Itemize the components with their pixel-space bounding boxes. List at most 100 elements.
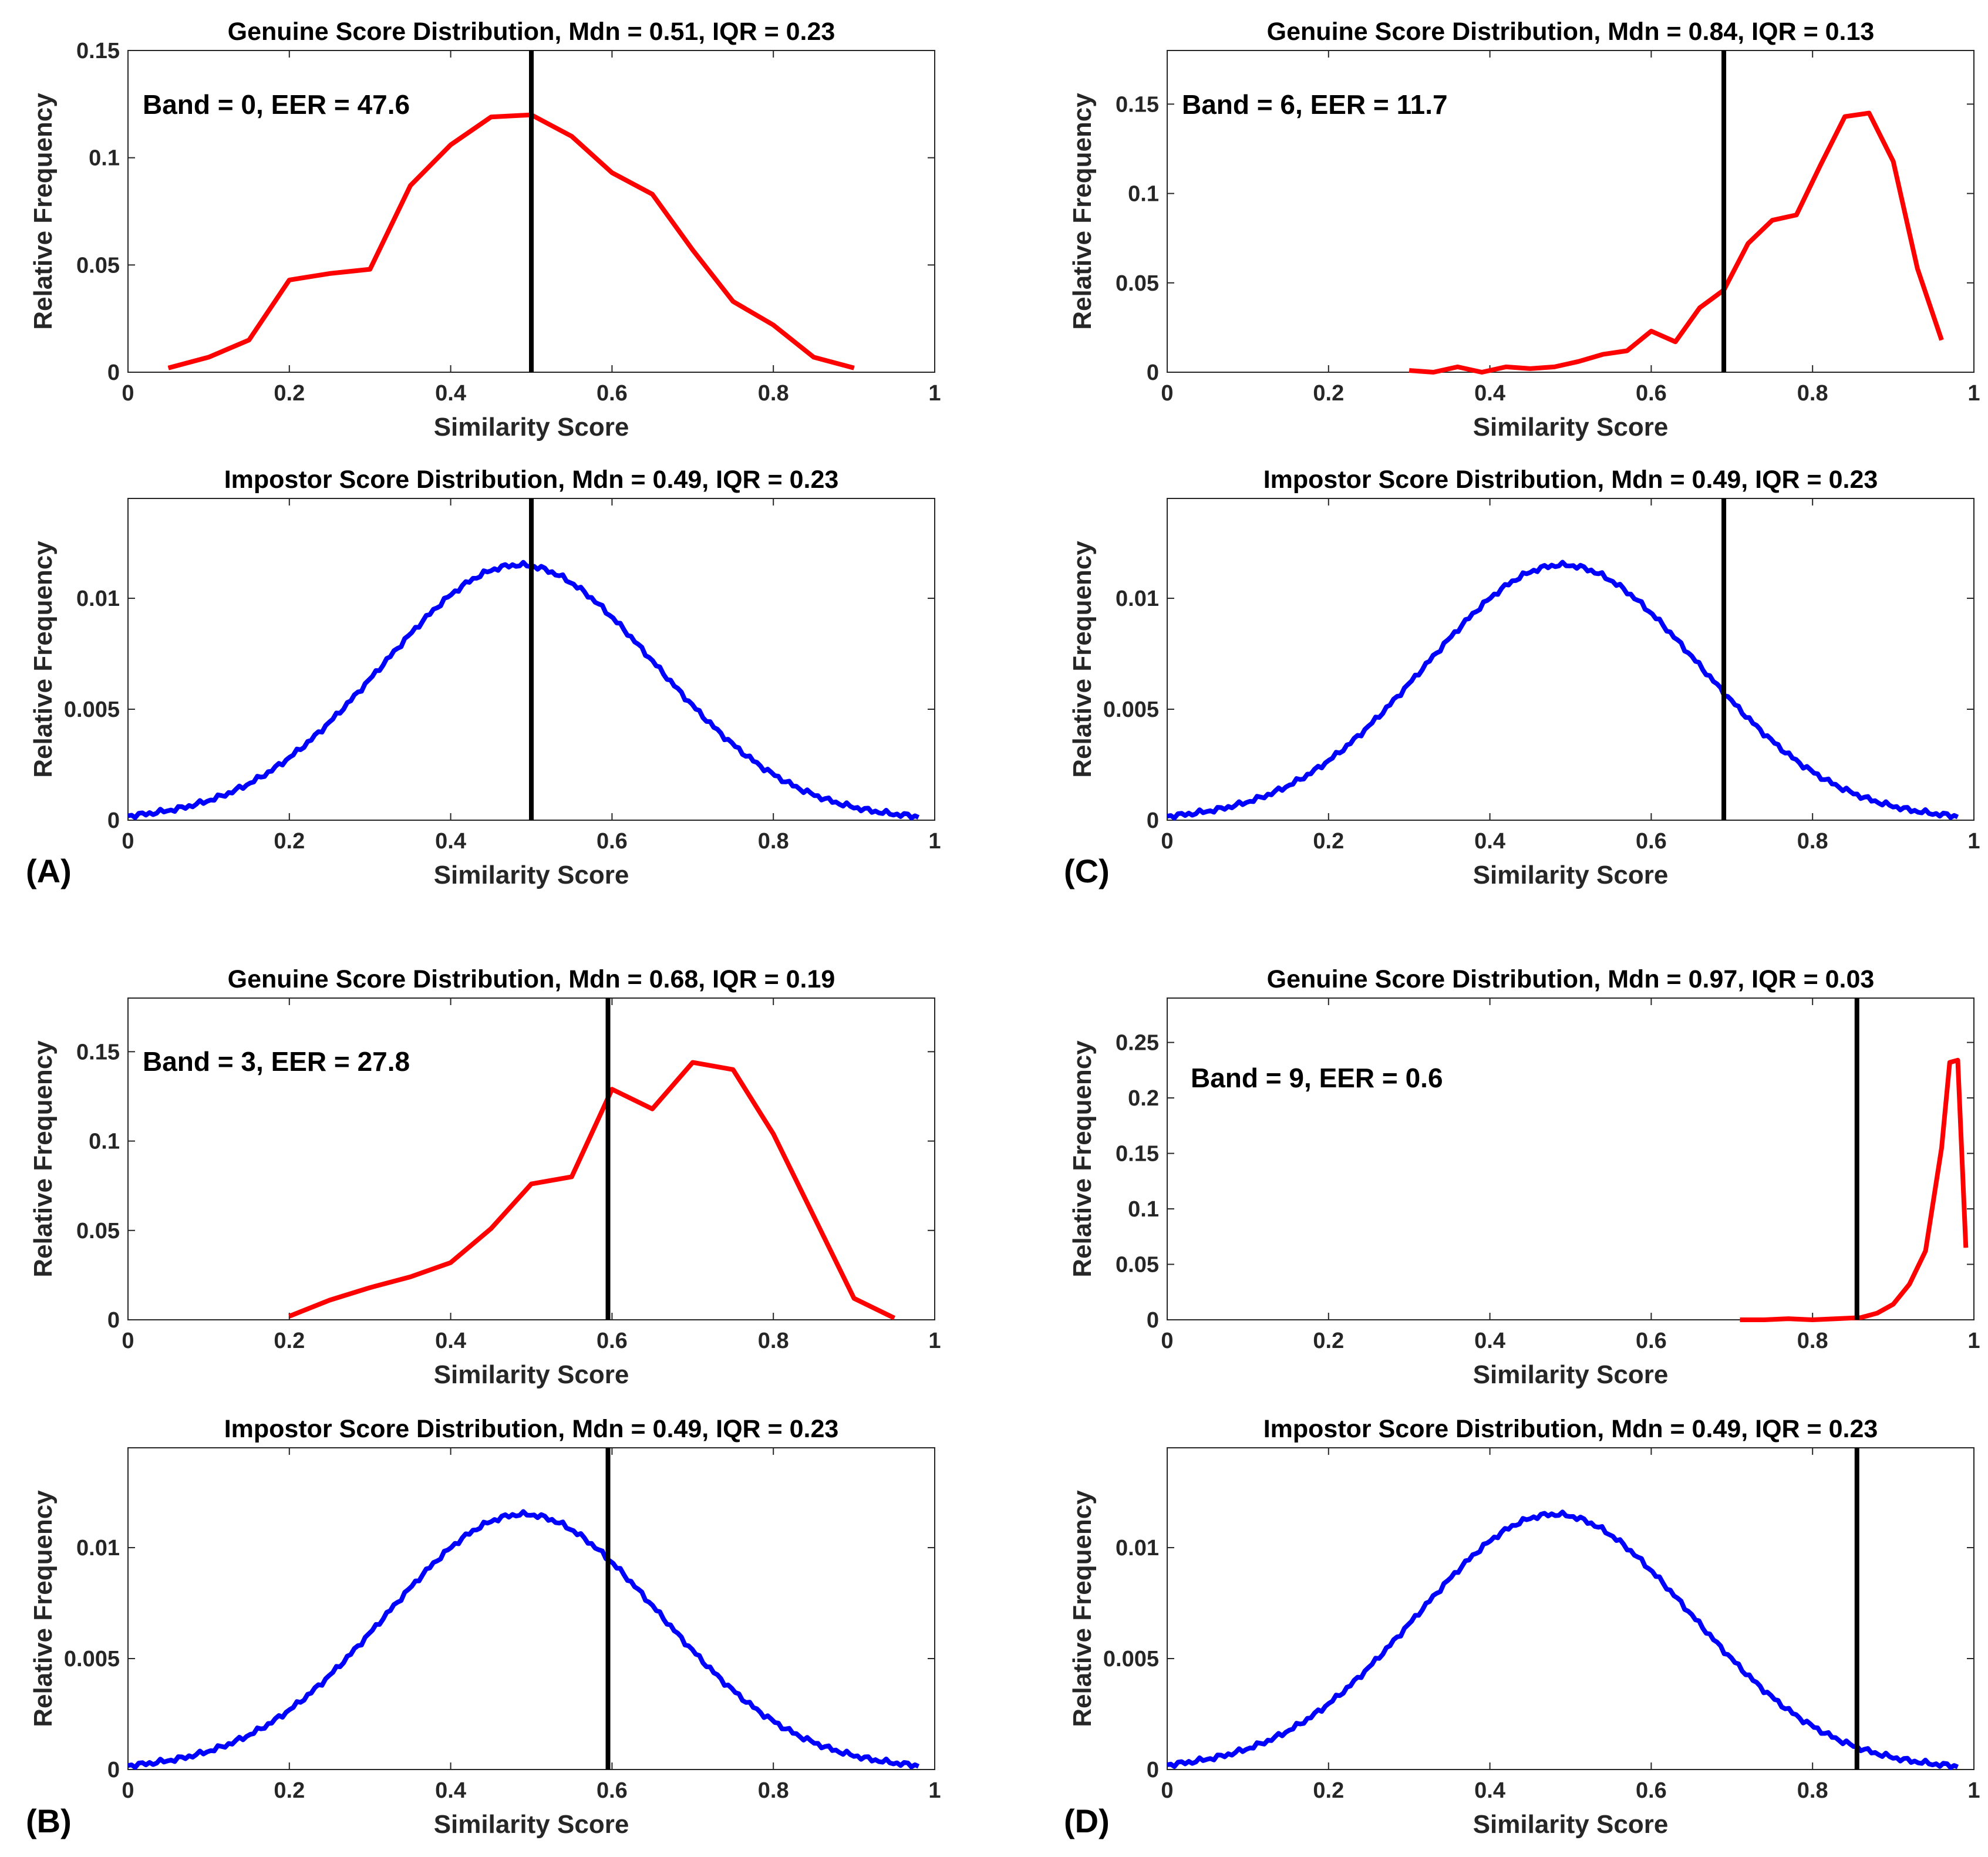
- data-point: [1481, 372, 1482, 373]
- x-tick-label: 0.6: [1636, 1329, 1667, 1353]
- chart-title: Genuine Score Distribution, Mdn = 0.84, …: [1267, 18, 1875, 46]
- panel-letter-a: (A): [26, 852, 72, 889]
- x-tick-label: 0.8: [1797, 1329, 1828, 1353]
- x-tick-label: 0.6: [597, 1329, 628, 1353]
- y-tick-label: 0.1: [1128, 182, 1159, 207]
- x-tick-label: 0.4: [1474, 381, 1505, 406]
- x-tick-label: 0.8: [1797, 829, 1828, 854]
- chart-B-impostor: 0 0.2 0.4 0.6 0.8 1 0 0.005 0.01 Impostor Score D…: [29, 1415, 941, 1839]
- x-tick-label: 0.2: [274, 1329, 305, 1353]
- panel-letter-d: (D): [1064, 1802, 1110, 1839]
- y-tick-label: 0.01: [76, 1536, 120, 1561]
- data-point: [329, 273, 330, 274]
- series-line-impostor: [1167, 560, 1959, 821]
- series-line-impostor: [127, 560, 920, 821]
- y-tick-label: 0: [107, 808, 120, 833]
- x-tick-label: 0.6: [597, 381, 628, 406]
- y-axis-label: Relative Frequency: [1068, 1040, 1097, 1278]
- x-tick-label: 0.4: [1474, 1778, 1505, 1803]
- x-tick-label: 0.4: [1474, 1329, 1505, 1353]
- x-tick-label: 0: [1161, 1329, 1173, 1353]
- data-point: [652, 1108, 653, 1110]
- chart-title: Impostor Score Distribution, Mdn = 0.49,…: [224, 1415, 839, 1443]
- y-tick-label: 0.1: [1128, 1197, 1159, 1222]
- x-tick-label: 0.2: [274, 1778, 305, 1803]
- x-tick-label: 1: [928, 829, 941, 854]
- x-tick-label: 0.4: [435, 381, 466, 406]
- x-tick-label: 0.6: [1636, 829, 1667, 854]
- x-tick-label: 0.2: [1313, 381, 1344, 406]
- x-tick-label: 0.8: [1797, 1778, 1828, 1803]
- x-tick-label: 0.2: [1313, 829, 1344, 854]
- x-axis-label: Similarity Score: [1473, 861, 1669, 889]
- y-tick-label: 0.005: [1103, 697, 1159, 722]
- axes-box: [1167, 498, 1974, 821]
- chart-A-genuine: 0 0.2 0.4 0.6 0.8 1 0 0.05 0.1 0.15 Genuine Score …: [29, 18, 941, 441]
- x-axis-label: Similarity Score: [434, 1360, 629, 1389]
- band-eer-annotation: Band = 6, EER = 11.7: [1182, 89, 1448, 120]
- x-tick-label: 1: [928, 381, 941, 406]
- x-tick-label: 0.6: [597, 829, 628, 854]
- data-point: [1457, 366, 1458, 368]
- series-line-genuine: [288, 1060, 896, 1320]
- data-point: [1433, 372, 1434, 373]
- chart-title: Genuine Score Distribution, Mdn = 0.51, …: [228, 18, 835, 46]
- y-tick-label: 0.15: [76, 39, 120, 63]
- x-tick-label: 0.6: [1636, 1778, 1667, 1803]
- series-line-impostor: [1167, 1509, 1959, 1770]
- data-point: [1949, 1062, 1950, 1063]
- panel-letter-b: (B): [26, 1802, 72, 1839]
- x-tick-label: 0: [1161, 829, 1173, 854]
- x-tick-label: 0.2: [274, 829, 305, 854]
- y-tick-label: 0.01: [1116, 587, 1159, 611]
- y-tick-label: 0.005: [64, 1647, 120, 1671]
- x-tick-label: 0.6: [597, 1778, 628, 1803]
- data-point: [894, 1317, 895, 1319]
- band-eer-annotation: Band = 3, EER = 27.8: [143, 1046, 410, 1077]
- data-point: [1909, 1284, 1910, 1285]
- x-tick-label: 0.4: [435, 829, 466, 854]
- data-point: [1820, 164, 1821, 166]
- data-point: [450, 1262, 451, 1263]
- y-axis-label: Relative Frequency: [29, 541, 58, 778]
- chart-title: Genuine Score Distribution, Mdn = 0.97, …: [1267, 965, 1875, 993]
- y-tick-label: 0.005: [1103, 1647, 1159, 1671]
- y-tick-label: 0.1: [89, 1130, 120, 1154]
- x-axis-label: Similarity Score: [434, 413, 629, 441]
- y-tick-label: 0.05: [1116, 1253, 1159, 1278]
- data-point: [248, 339, 250, 341]
- y-tick-label: 0.005: [64, 697, 120, 722]
- chart-title: Genuine Score Distribution, Mdn = 0.68, …: [228, 965, 835, 993]
- x-tick-label: 0: [1161, 1778, 1173, 1803]
- y-tick-label: 0.05: [76, 1219, 120, 1243]
- x-tick-label: 0.8: [758, 1329, 789, 1353]
- y-tick-label: 0: [107, 1758, 120, 1782]
- axes-box: [127, 1447, 935, 1770]
- data-point: [1529, 368, 1531, 369]
- x-tick-label: 0.8: [1797, 381, 1828, 406]
- x-tick-label: 0.2: [1313, 1329, 1344, 1353]
- y-tick-label: 0: [1147, 808, 1159, 833]
- data-point: [1554, 366, 1555, 368]
- y-tick-label: 0.05: [76, 253, 120, 278]
- y-tick-label: 0.2: [1128, 1086, 1159, 1111]
- data-point: [692, 1062, 693, 1063]
- y-axis-label: Relative Frequency: [1068, 541, 1097, 778]
- y-tick-label: 0.15: [1116, 92, 1159, 117]
- data-point: [1626, 350, 1628, 351]
- x-tick-label: 1: [1967, 829, 1980, 854]
- series-line-genuine: [167, 112, 855, 370]
- x-tick-label: 1: [1967, 381, 1980, 406]
- charts: 0 0.2 0.4 0.6 0.8 1 0 0.05 0.1 0.15 Genuine Score …: [29, 18, 1980, 1839]
- series-line-genuine: [1740, 1057, 1969, 1322]
- x-tick-label: 0: [122, 1329, 134, 1353]
- x-tick-label: 0.2: [274, 381, 305, 406]
- panel-letter-c: (C): [1064, 852, 1110, 889]
- data-point: [813, 356, 814, 358]
- x-tick-label: 0.6: [1636, 381, 1667, 406]
- data-point: [571, 136, 572, 137]
- x-tick-label: 0: [1161, 381, 1173, 406]
- axes-box: [1167, 1447, 1974, 1770]
- series-line-impostor: [127, 1509, 920, 1770]
